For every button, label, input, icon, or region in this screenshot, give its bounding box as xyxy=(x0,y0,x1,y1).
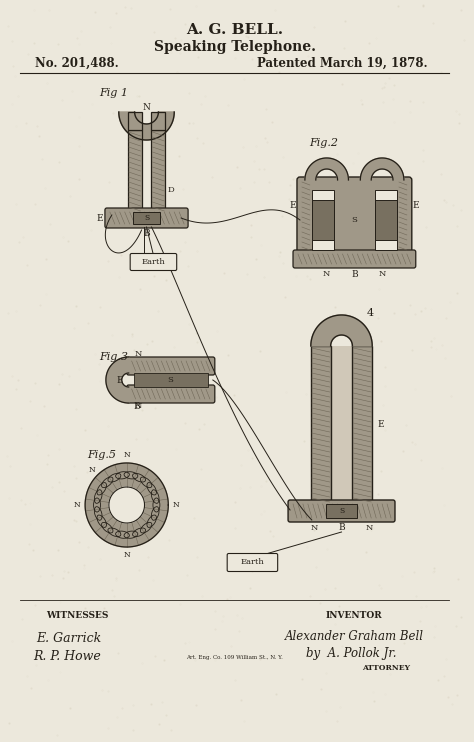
Text: N: N xyxy=(135,402,142,410)
FancyBboxPatch shape xyxy=(288,500,395,522)
Text: B: B xyxy=(134,401,140,410)
Text: N: N xyxy=(365,524,373,532)
FancyBboxPatch shape xyxy=(293,250,416,268)
FancyBboxPatch shape xyxy=(297,177,412,263)
Text: Alexander Graham Bell: Alexander Graham Bell xyxy=(285,629,424,643)
FancyBboxPatch shape xyxy=(130,254,177,271)
Text: E: E xyxy=(377,419,384,428)
Bar xyxy=(326,504,357,518)
Text: S: S xyxy=(167,376,173,384)
Text: INVENTOR: INVENTOR xyxy=(326,611,383,620)
Text: B: B xyxy=(351,269,358,278)
Text: N: N xyxy=(310,524,318,532)
FancyBboxPatch shape xyxy=(105,208,188,228)
Text: Fig.3: Fig.3 xyxy=(99,352,128,362)
Text: Earth: Earth xyxy=(142,258,165,266)
Text: N: N xyxy=(123,451,130,459)
Bar xyxy=(311,346,331,502)
Text: E: E xyxy=(116,375,123,384)
Text: Fig 1: Fig 1 xyxy=(99,88,128,98)
Text: N: N xyxy=(135,350,142,358)
FancyBboxPatch shape xyxy=(127,357,215,375)
Text: S: S xyxy=(339,507,344,515)
Text: E: E xyxy=(289,200,296,209)
Text: D: D xyxy=(167,186,174,194)
Text: E. Garrick: E. Garrick xyxy=(36,631,102,645)
Text: Fig.2: Fig.2 xyxy=(309,138,338,148)
Polygon shape xyxy=(85,463,168,547)
Bar xyxy=(331,346,352,502)
Text: Art. Eng. Co. 109 William St., N. Y.: Art. Eng. Co. 109 William St., N. Y. xyxy=(186,655,283,660)
Text: B: B xyxy=(338,524,345,533)
Text: N: N xyxy=(378,270,386,278)
Text: R. P. Howe: R. P. Howe xyxy=(34,649,101,663)
Bar xyxy=(312,200,334,240)
Text: Speaking Telephone.: Speaking Telephone. xyxy=(154,40,316,54)
Text: N: N xyxy=(74,501,81,509)
Polygon shape xyxy=(360,158,404,180)
Polygon shape xyxy=(305,158,348,180)
Text: N: N xyxy=(173,501,180,509)
Bar xyxy=(152,130,165,210)
Text: Earth: Earth xyxy=(241,558,264,566)
Text: S: S xyxy=(351,216,357,224)
FancyBboxPatch shape xyxy=(227,554,278,571)
Text: Fig.5: Fig.5 xyxy=(87,450,116,460)
Polygon shape xyxy=(311,315,372,346)
Bar xyxy=(128,130,142,210)
Bar xyxy=(352,346,372,502)
Polygon shape xyxy=(106,357,128,403)
FancyBboxPatch shape xyxy=(127,385,215,403)
Text: ATTORNEY: ATTORNEY xyxy=(362,664,410,672)
Bar xyxy=(134,373,208,387)
Polygon shape xyxy=(119,112,174,140)
Bar xyxy=(375,190,397,250)
Text: N: N xyxy=(123,551,130,559)
Text: Patented March 19, 1878.: Patented March 19, 1878. xyxy=(257,56,428,70)
Text: A. G. BELL.: A. G. BELL. xyxy=(186,23,283,37)
Bar xyxy=(133,212,160,224)
Text: B: B xyxy=(143,229,150,237)
Polygon shape xyxy=(109,487,145,523)
Text: WITNESSES: WITNESSES xyxy=(46,611,109,620)
Bar xyxy=(152,112,165,130)
Text: E: E xyxy=(413,200,419,209)
Bar xyxy=(128,112,142,130)
Text: N: N xyxy=(323,270,330,278)
Text: E: E xyxy=(96,214,103,223)
Bar xyxy=(375,200,397,240)
Text: S: S xyxy=(144,214,149,222)
Text: by  A. Pollok Jr.: by A. Pollok Jr. xyxy=(306,648,397,660)
Text: N: N xyxy=(88,466,95,473)
Text: N: N xyxy=(143,102,150,111)
Text: 4: 4 xyxy=(366,308,374,318)
Bar xyxy=(312,190,334,250)
Text: No. 201,488.: No. 201,488. xyxy=(35,56,118,70)
